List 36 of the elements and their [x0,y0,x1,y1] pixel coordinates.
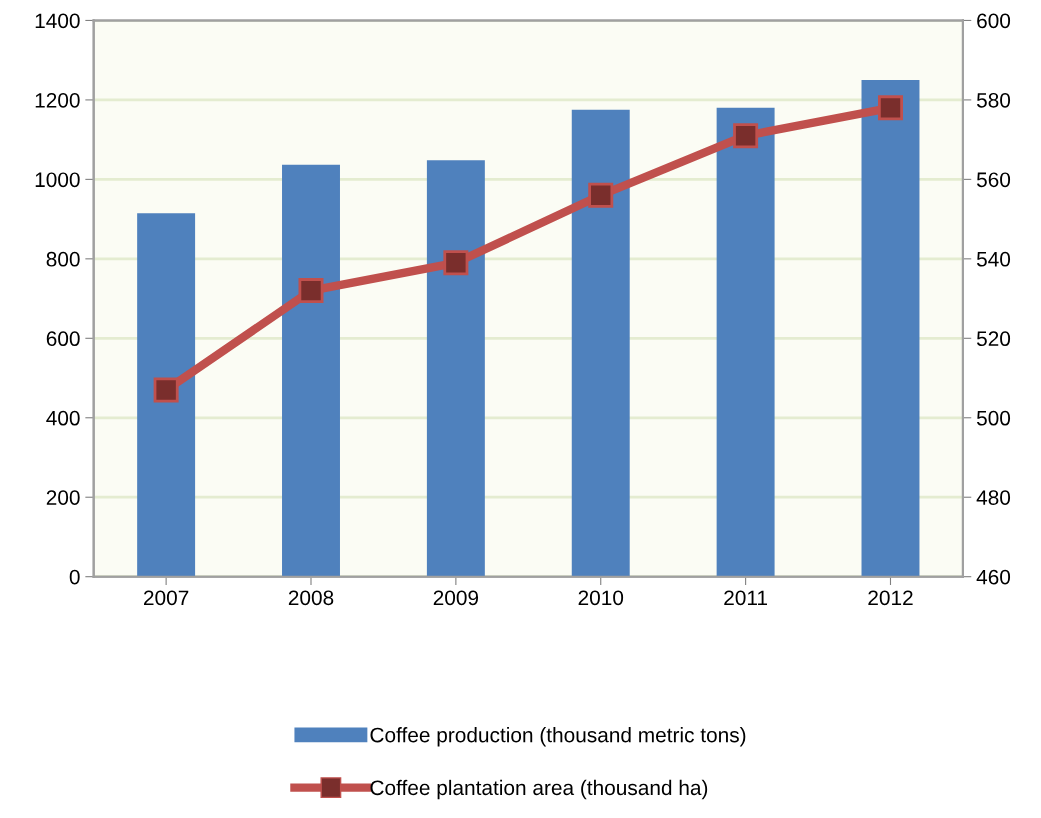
x-tick-label: 2011 [724,590,768,606]
point [733,123,759,149]
bar [137,213,196,577]
x-tick-label: 2008 [288,590,334,606]
point [588,182,614,208]
x-tick-label: 2009 [433,590,479,606]
legend-label: Coffee plantation area (thousand ha) [370,779,708,800]
x-tick-label: 2012 [868,590,913,606]
y2-tick-label: 600 [977,13,1011,29]
y2-tick-label: 480 [976,490,1011,505]
y2-tick-label: 520 [976,331,1011,347]
y2-tick-label: 460 [976,569,1011,585]
point [153,377,179,403]
y-tick-label: 1000 [35,172,80,188]
bar [716,107,775,577]
y2-tick-label: 540 [976,251,1011,267]
bar [426,160,485,577]
y-tick-label: 0 [69,569,80,585]
y-tick-label: 400 [46,410,80,426]
point [877,95,903,121]
y2-tick-label: 580 [976,92,1011,108]
y2-tick-label: 500 [976,410,1011,426]
bar [282,164,340,577]
y-tick-label: 800 [46,251,80,267]
y-tick-label: 1200 [35,92,80,108]
bar [861,80,920,577]
point [443,250,469,276]
legend-label: Coffee production (thousand metric tons) [370,727,746,747]
bar [571,109,630,577]
point [298,278,324,304]
x-tick-label: 2007 [144,590,189,606]
y-tick-label: 600 [46,331,80,347]
x-tick-label: 2010 [578,590,624,606]
y2-tick-label: 560 [976,172,1011,188]
y-tick-label: 200 [46,490,80,505]
y-tick-label: 1400 [35,13,80,29]
